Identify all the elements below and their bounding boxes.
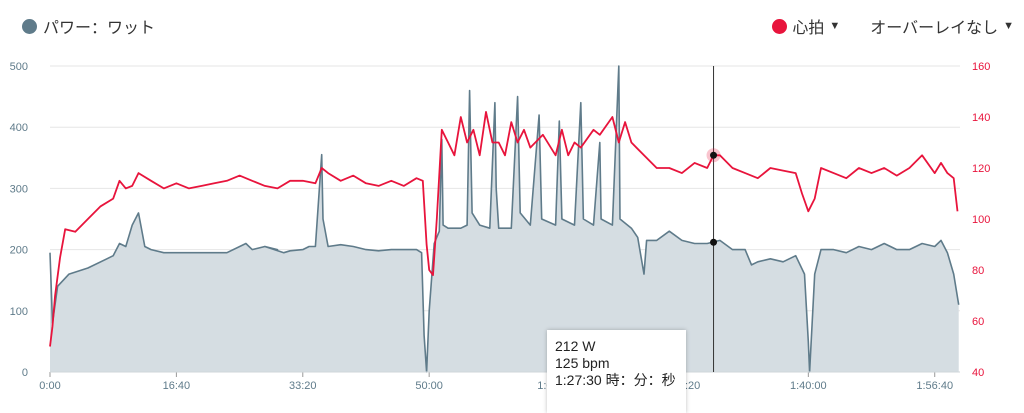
y-right-tick-label: 40 — [972, 367, 984, 379]
power-legend-label: パワー：ワット — [43, 20, 156, 37]
x-tick-label: 33:20 — [289, 380, 317, 392]
x-tick-label: 0:00 — [39, 380, 60, 392]
legend-right: 心拍 ▼ オーバーレイなし ▼ — [772, 14, 1014, 38]
power-cursor-point — [710, 238, 718, 246]
tooltip-hr: 125 bpm — [555, 355, 610, 371]
hr-cursor-point — [710, 151, 718, 159]
y-left-tick-label: 500 — [10, 61, 28, 73]
x-tick-label: 1:40:00 — [790, 380, 827, 392]
x-tick-label: 16:40 — [163, 380, 191, 392]
y-left-tick-label: 400 — [10, 122, 28, 134]
power-legend-dot — [22, 18, 37, 34]
chart-header: パワー：ワット 心拍 ▼ オーバーレイなし ▼ — [0, 0, 1024, 50]
y-right-tick-label: 60 — [972, 316, 984, 328]
y-right-tick-label: 160 — [972, 61, 990, 73]
y-left-tick-label: 200 — [10, 245, 28, 257]
chevron-down-icon: ▼ — [1003, 20, 1014, 32]
overlay-label: オーバーレイなし — [870, 20, 999, 37]
y-right-tick-label: 140 — [972, 112, 990, 124]
overlay-dropdown[interactable]: オーバーレイなし ▼ — [870, 14, 1014, 38]
tooltip-time: 1:27:30 時：分：秒 — [555, 372, 676, 388]
y-left-tick-label: 300 — [10, 183, 28, 195]
power-series-line — [49, 65, 960, 373]
y-right-tick-label: 100 — [972, 214, 990, 226]
y-right-tick-label: 80 — [972, 265, 984, 277]
y-left-tick-label: 100 — [10, 306, 28, 318]
hr-legend-label: 心拍 — [792, 20, 825, 37]
power-series-area — [50, 66, 959, 372]
hr-series-dropdown[interactable]: 心拍 ▼ — [772, 14, 840, 38]
x-tick-label: 1:56:40 — [916, 380, 953, 392]
chevron-down-icon: ▼ — [829, 20, 841, 32]
hr-series-line — [49, 111, 959, 347]
tooltip-power: 212 W — [555, 338, 596, 354]
x-tick-label: 50:00 — [415, 380, 443, 392]
y-right-tick-label: 120 — [972, 163, 990, 175]
chart-tooltip: 212 W 125 bpm 1:27:30 時：分：秒 — [547, 330, 686, 413]
y-left-tick-label: 0 — [22, 367, 28, 379]
hr-legend-dot — [772, 18, 788, 34]
power-legend[interactable]: パワー：ワット — [22, 14, 155, 38]
